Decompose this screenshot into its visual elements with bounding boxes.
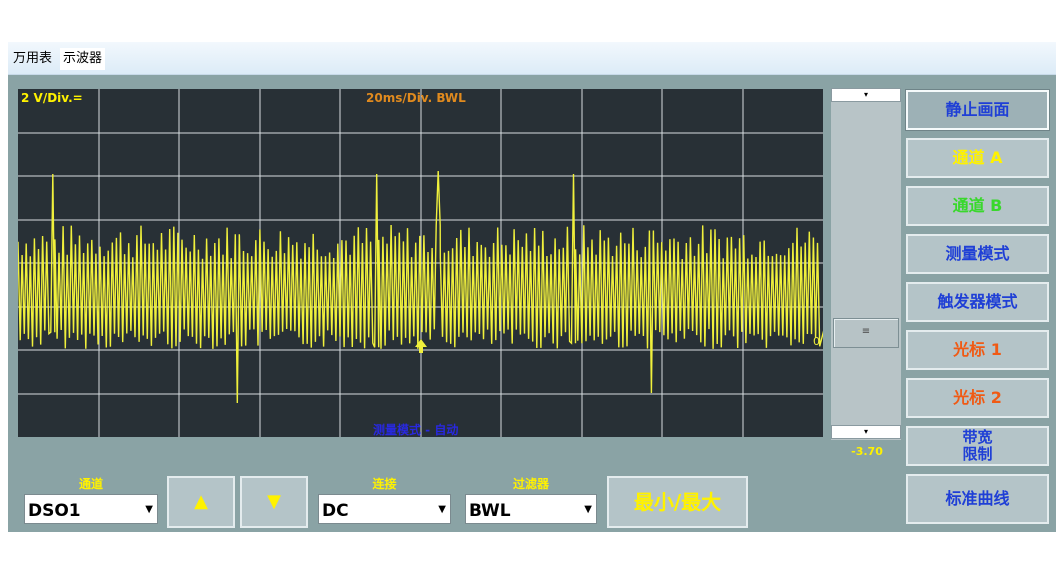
bandwidth-limit-line1: 带宽 bbox=[962, 428, 993, 446]
filter-select-value: BWL bbox=[469, 501, 511, 521]
channel-b-button[interactable]: 通道 B bbox=[906, 186, 1049, 226]
chevron-down-icon: ▼ bbox=[145, 504, 153, 515]
cursor-2-button[interactable]: 光标 2 bbox=[906, 378, 1049, 418]
up-button[interactable]: ▲ bbox=[167, 476, 235, 528]
bandwidth-limit-line2: 限制 bbox=[962, 445, 993, 463]
filter-select-label: 过滤器 bbox=[512, 477, 549, 491]
coupling-select[interactable]: DC ▼ bbox=[318, 494, 451, 524]
volt-div-label: 2 V/Div.= bbox=[21, 91, 83, 105]
channel-a-button[interactable]: 通道 A bbox=[906, 138, 1049, 178]
trigger-marker-stem-icon bbox=[419, 345, 423, 353]
chevron-down-icon: ▼ bbox=[438, 504, 446, 515]
oscilloscope-screen[interactable]: 2 V/Div.= 20ms/Div. BWL 测量模式 - 自动 0 bbox=[18, 89, 823, 437]
coupling-select-label: 连接 bbox=[372, 477, 397, 491]
cursor-1-button[interactable]: 光标 1 bbox=[906, 330, 1049, 370]
scroll-down-arrow-icon[interactable]: ▾ bbox=[831, 425, 901, 439]
waveform-trace bbox=[18, 170, 823, 404]
tab-oscilloscope[interactable]: 示波器 bbox=[60, 48, 106, 70]
scroll-up-arrow-icon[interactable]: ▾ bbox=[831, 88, 901, 102]
down-button[interactable]: ▼ bbox=[240, 476, 308, 528]
chevron-down-icon: ▼ bbox=[584, 504, 592, 515]
trigger-mode-button[interactable]: 触发器模式 bbox=[906, 282, 1049, 322]
measure-mode-label: 测量模式 - 自动 bbox=[373, 423, 459, 437]
measure-mode-button[interactable]: 测量模式 bbox=[906, 234, 1049, 274]
coupling-select-value: DC bbox=[322, 501, 349, 521]
channel-select-value: DSO1 bbox=[28, 501, 81, 521]
channel-select-label: 通道 bbox=[78, 477, 103, 491]
tab-bar: 万用表 示波器 bbox=[8, 42, 1056, 75]
min-max-button[interactable]: 最小/最大 bbox=[607, 476, 748, 528]
channel-zero-marker: 0 bbox=[813, 335, 820, 348]
trigger-marker-icon bbox=[415, 339, 427, 347]
channel-select[interactable]: DSO1 ▼ bbox=[24, 494, 158, 524]
freeze-screen-button[interactable]: 静止画面 bbox=[906, 90, 1049, 130]
filter-select[interactable]: BWL ▼ bbox=[465, 494, 597, 524]
vertical-offset-scrollbar[interactable]: ▾ ≡ ▾ bbox=[831, 88, 901, 440]
tab-multimeter[interactable]: 万用表 bbox=[13, 51, 53, 66]
time-div-label: 20ms/Div. BWL bbox=[366, 91, 466, 105]
standard-curve-button[interactable]: 标准曲线 bbox=[906, 474, 1049, 524]
bandwidth-limit-button[interactable]: 带宽 限制 bbox=[906, 426, 1049, 466]
waveform-display bbox=[18, 89, 823, 437]
offset-value: -3.70 bbox=[851, 445, 883, 458]
scroll-thumb[interactable]: ≡ bbox=[833, 318, 899, 348]
